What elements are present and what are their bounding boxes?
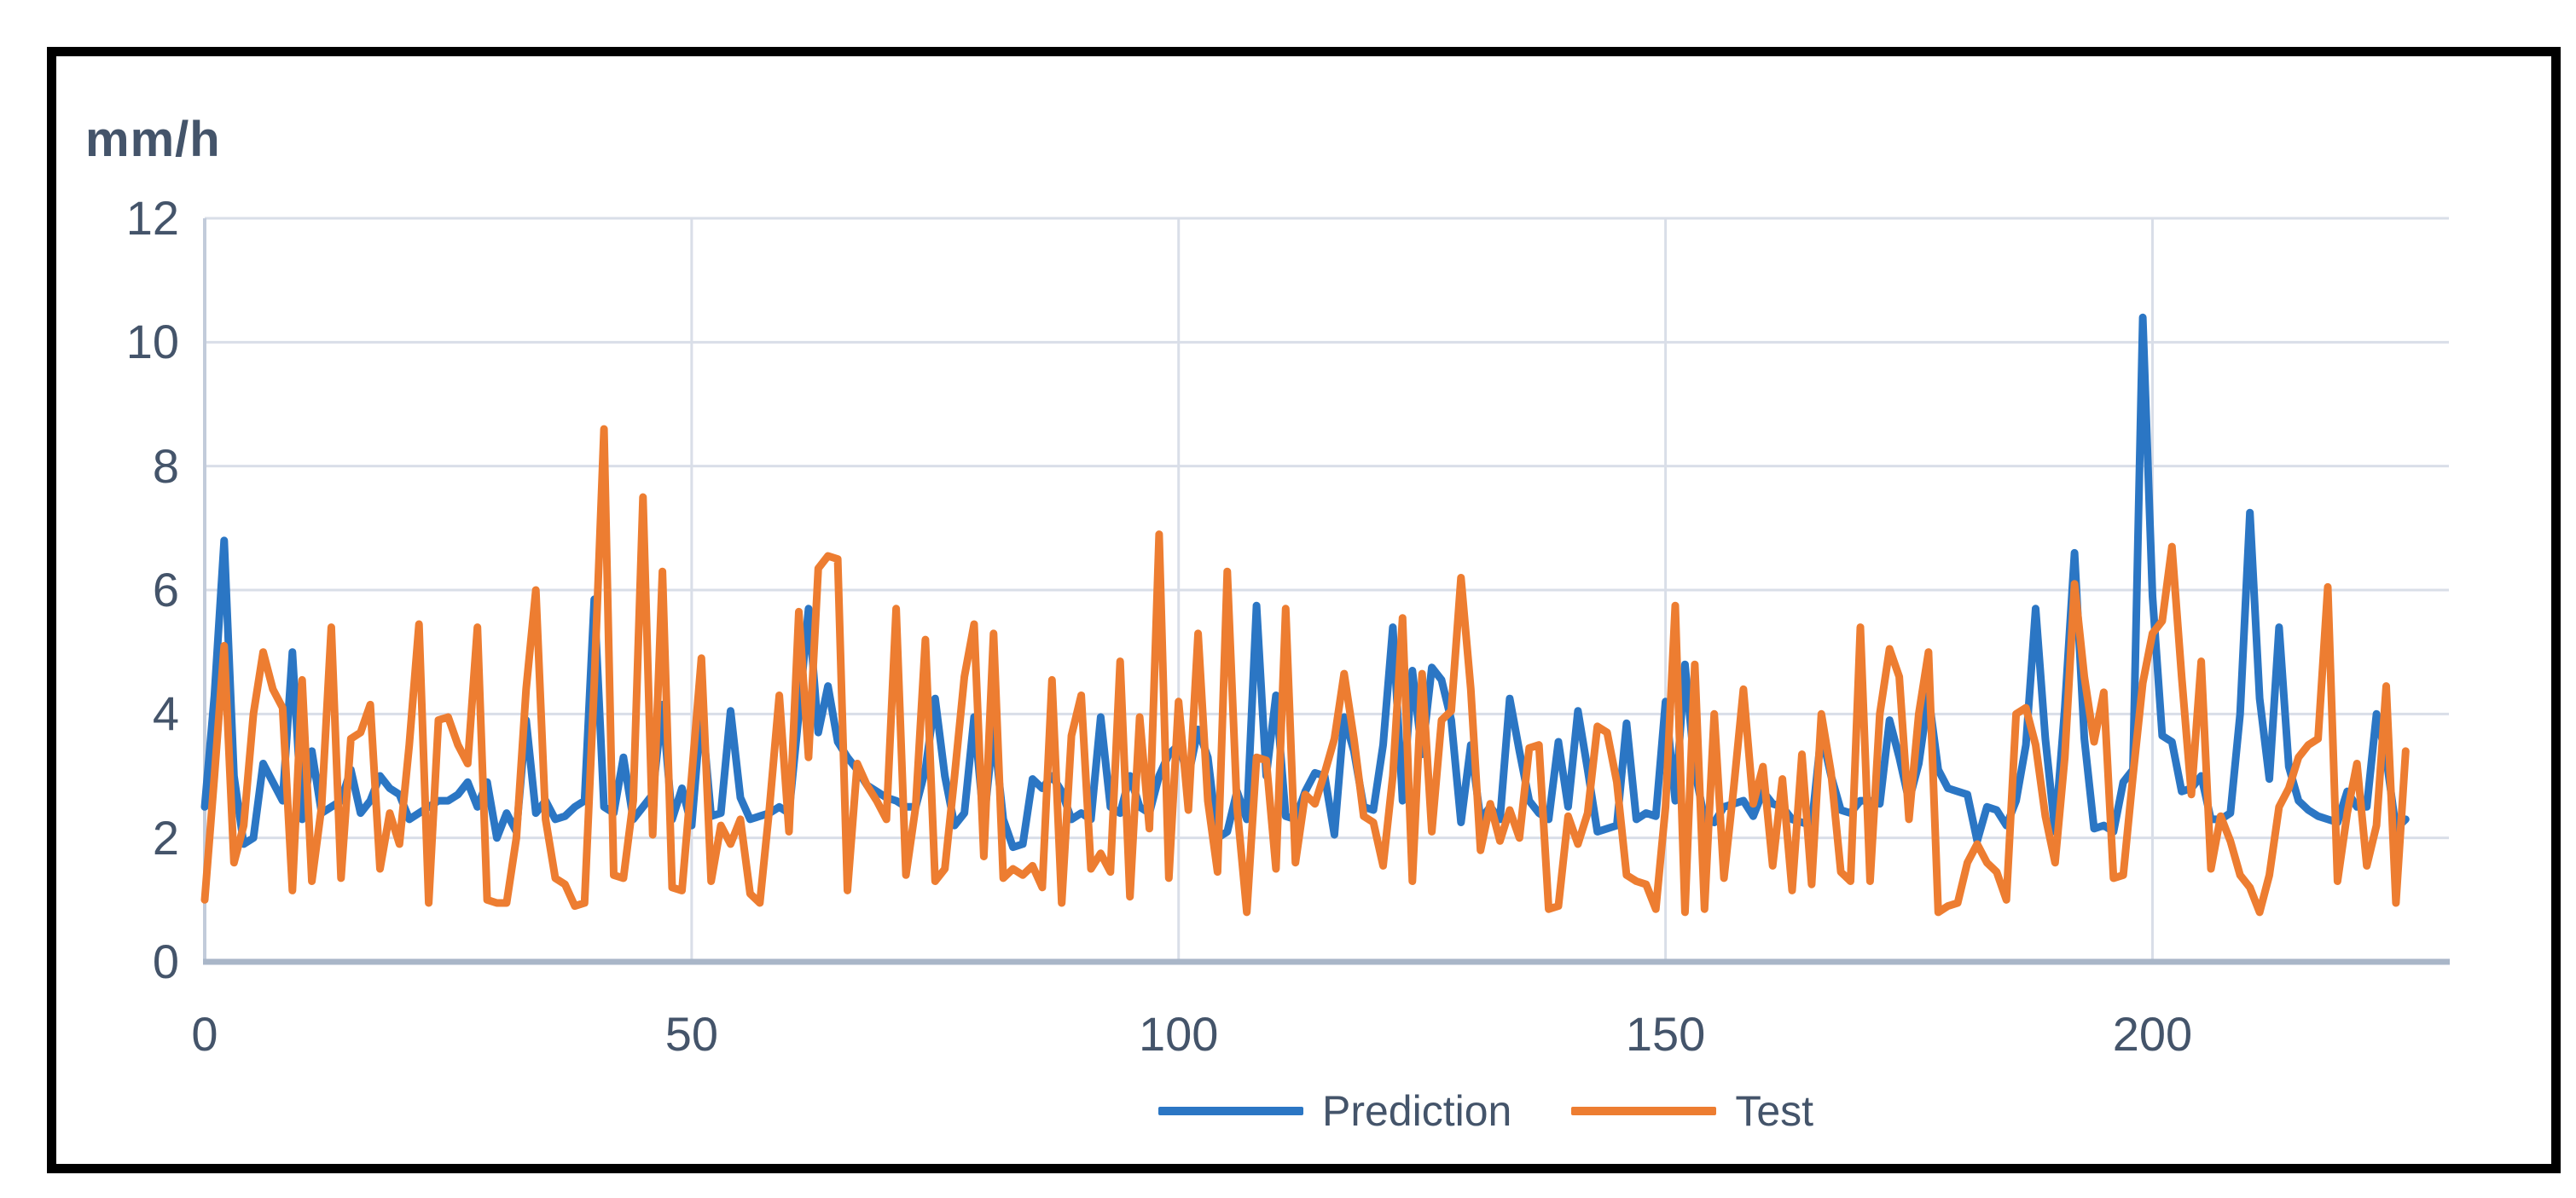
- legend-item-test[interactable]: Test: [1571, 1090, 1813, 1132]
- y-tick-label: 8: [152, 438, 179, 493]
- y-axis-unit-label: mm/h: [85, 112, 221, 167]
- y-tick-label: 12: [125, 191, 179, 245]
- x-tick-label: 100: [1139, 1007, 1219, 1061]
- x-tick-label: 0: [191, 1007, 218, 1061]
- y-tick-label: 10: [125, 315, 179, 369]
- y-tick-label: 2: [152, 810, 179, 865]
- legend-label-test: Test: [1735, 1087, 1814, 1135]
- legend-item-prediction[interactable]: Prediction: [1158, 1090, 1511, 1132]
- data-series-lines: [200, 313, 2410, 917]
- y-tick-label: 0: [152, 935, 179, 988]
- x-tick-label: 150: [1625, 1007, 1706, 1061]
- legend-label-prediction: Prediction: [1322, 1087, 1512, 1135]
- x-tick-label: 50: [664, 1007, 719, 1061]
- chart-outer-border: [47, 47, 2561, 1173]
- test-series-line: [200, 425, 2410, 917]
- test-line-swatch-icon: [1571, 1107, 1717, 1115]
- x-tick-label: 200: [2112, 1007, 2193, 1061]
- y-tick-label: 6: [152, 563, 179, 616]
- prediction-line-swatch-icon: [1158, 1107, 1303, 1115]
- chart-legend: Prediction Test: [1158, 1090, 1873, 1132]
- y-tick-label: 4: [152, 686, 179, 741]
